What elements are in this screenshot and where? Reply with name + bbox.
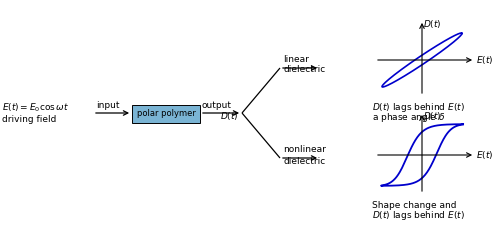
- Text: $D(t)$: $D(t)$: [220, 110, 238, 122]
- Text: driving field: driving field: [2, 115, 56, 125]
- Text: dielectric: dielectric: [283, 156, 325, 166]
- Text: $D(t)$: $D(t)$: [423, 110, 442, 122]
- Text: $E(t)$: $E(t)$: [476, 54, 494, 66]
- Text: $D(t)$: $D(t)$: [423, 18, 442, 30]
- Text: $D(t)$ lags behind $E(t)$: $D(t)$ lags behind $E(t)$: [372, 209, 465, 222]
- Bar: [132, 105, 200, 123]
- Text: dielectric: dielectric: [283, 66, 325, 74]
- Text: linear: linear: [283, 55, 309, 65]
- Text: a phase angle $\delta$: a phase angle $\delta$: [372, 112, 446, 125]
- Text: $E(t)$$=$$E_0$$\cos\omega t$: $E(t)$$=$$E_0$$\cos\omega t$: [2, 102, 69, 114]
- Text: $E(t)$: $E(t)$: [476, 149, 494, 161]
- Text: output: output: [202, 100, 232, 109]
- Text: polar polymer: polar polymer: [136, 109, 196, 119]
- Text: $D(t)$ lags behind $E(t)$: $D(t)$ lags behind $E(t)$: [372, 101, 465, 114]
- Text: nonlinear: nonlinear: [283, 146, 326, 154]
- Text: input: input: [96, 100, 120, 109]
- Text: Shape change and: Shape change and: [372, 201, 456, 210]
